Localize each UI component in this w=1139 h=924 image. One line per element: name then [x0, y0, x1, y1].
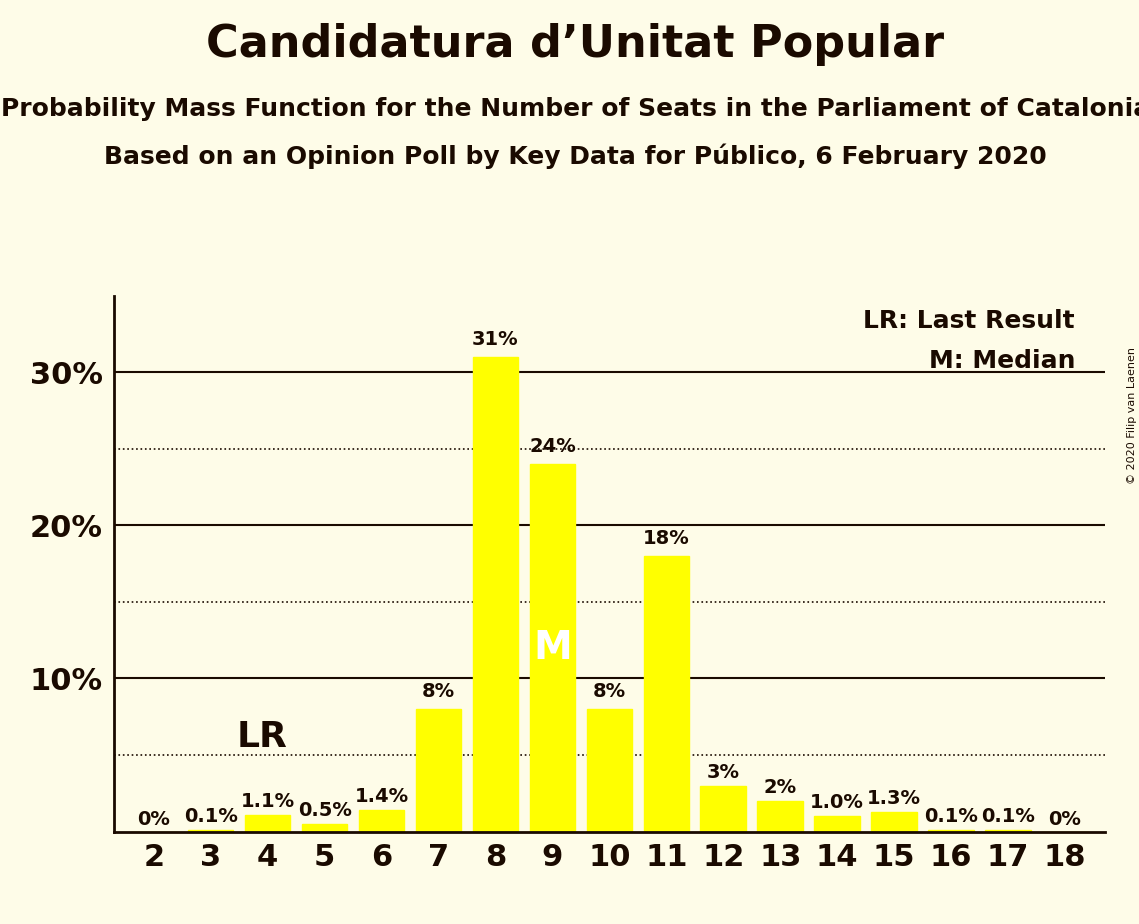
Bar [245, 815, 290, 832]
Text: 1.0%: 1.0% [810, 794, 865, 812]
Text: 1.3%: 1.3% [867, 789, 921, 808]
Text: 0%: 0% [138, 809, 170, 829]
Text: Candidatura d’Unitat Popular: Candidatura d’Unitat Popular [206, 23, 944, 67]
Bar [188, 830, 233, 832]
Text: © 2020 Filip van Laenen: © 2020 Filip van Laenen [1126, 347, 1137, 484]
Bar [757, 801, 803, 832]
Text: 8%: 8% [421, 683, 456, 701]
Text: 8%: 8% [592, 683, 626, 701]
Bar [985, 830, 1031, 832]
Bar [814, 816, 860, 832]
Text: M: M [533, 629, 572, 667]
Bar [416, 709, 461, 832]
Bar [359, 810, 404, 832]
Text: Probability Mass Function for the Number of Seats in the Parliament of Catalonia: Probability Mass Function for the Number… [1, 97, 1139, 121]
Text: LR: LR [237, 720, 287, 754]
Bar [473, 357, 518, 832]
Text: LR: Last Result: LR: Last Result [863, 310, 1075, 333]
Bar [928, 830, 974, 832]
Text: 1.4%: 1.4% [354, 787, 409, 807]
Bar [644, 556, 689, 832]
Text: 31%: 31% [473, 330, 518, 349]
Text: M: Median: M: Median [928, 349, 1075, 373]
Text: 18%: 18% [642, 529, 690, 548]
Bar [302, 824, 347, 832]
Bar [700, 785, 746, 832]
Bar [587, 709, 632, 832]
Text: 3%: 3% [707, 763, 739, 782]
Text: 2%: 2% [763, 778, 797, 797]
Text: 0.1%: 0.1% [981, 808, 1035, 826]
Text: 0.1%: 0.1% [183, 808, 238, 826]
Text: Based on an Opinion Poll by Key Data for Público, 6 February 2020: Based on an Opinion Poll by Key Data for… [104, 143, 1047, 169]
Text: 24%: 24% [528, 437, 576, 456]
Text: 0.5%: 0.5% [297, 801, 352, 821]
Bar [871, 811, 917, 832]
Text: 0%: 0% [1049, 809, 1081, 829]
Text: 0.1%: 0.1% [924, 808, 978, 826]
Bar [530, 464, 575, 832]
Text: 1.1%: 1.1% [240, 792, 295, 811]
